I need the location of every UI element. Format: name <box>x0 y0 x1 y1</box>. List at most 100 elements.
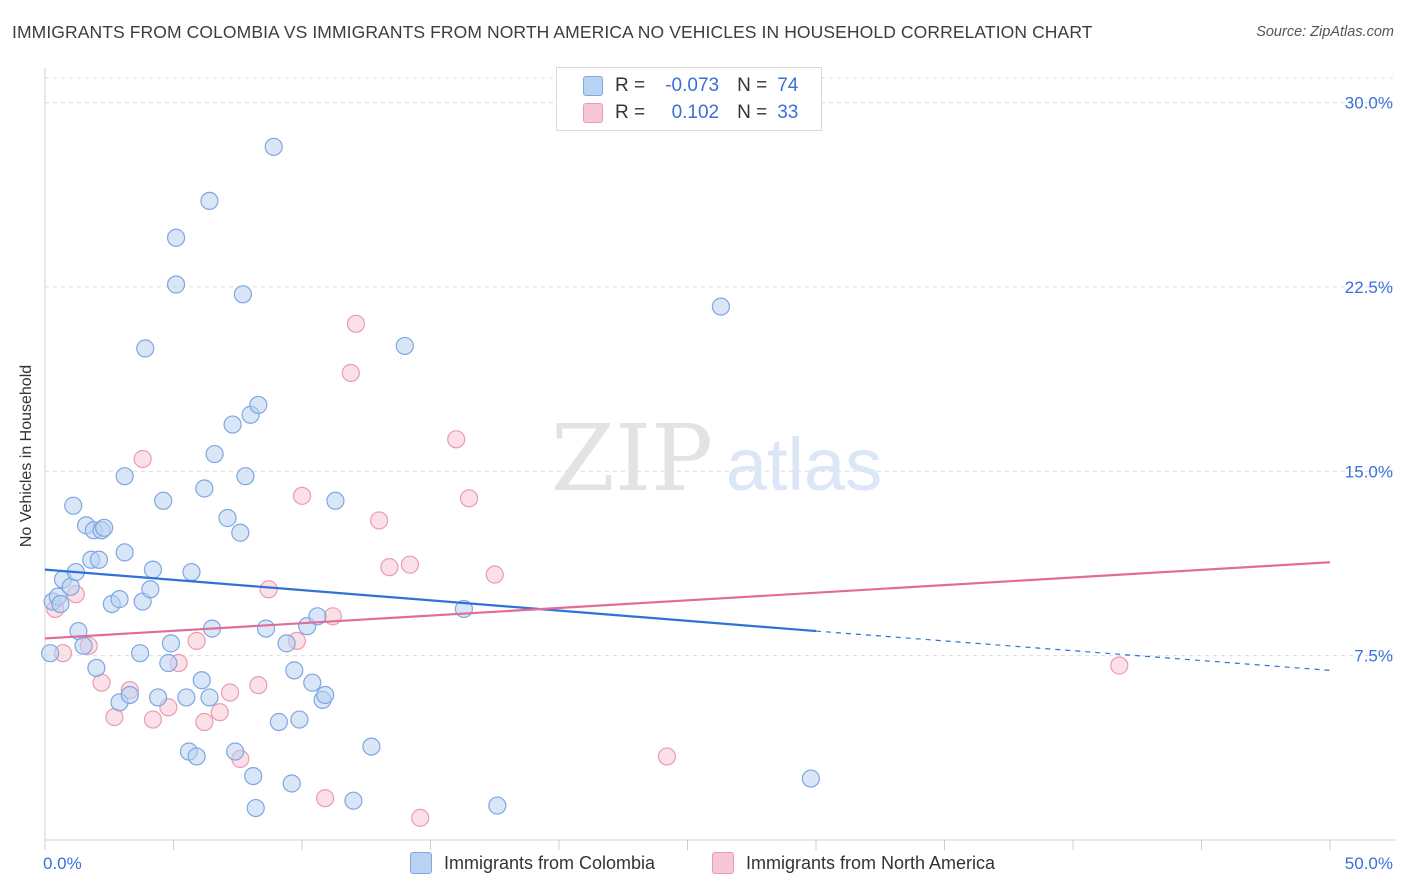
gridlines <box>45 77 1395 657</box>
colombia-point-66 <box>326 491 345 510</box>
colombia-point-56 <box>269 712 288 732</box>
colombia-point-71 <box>488 796 507 815</box>
colombia-point-63 <box>308 607 327 626</box>
bottom-legend-colombia: Immigrants from Colombia <box>410 852 655 874</box>
colombia-point-15 <box>95 518 114 537</box>
colombia-point-39 <box>195 479 214 498</box>
colombia-point-38 <box>192 671 211 690</box>
colombia-point-51 <box>244 766 263 786</box>
north-america-point-24 <box>370 511 389 530</box>
colombia-point-27 <box>143 560 163 579</box>
colombia-point-69 <box>395 336 414 356</box>
north-america-point-22 <box>341 363 360 383</box>
colombia-point-28 <box>148 688 168 707</box>
north-america-point-31 <box>657 747 677 766</box>
north-america-point-13 <box>210 703 229 722</box>
north-america-point-7 <box>133 449 152 469</box>
north-america-point-25 <box>380 558 399 577</box>
colombia-point-18 <box>110 590 129 609</box>
colombia-point-13 <box>89 550 109 569</box>
north-america-point-30 <box>485 565 504 584</box>
north-america-point-12 <box>195 712 214 732</box>
colombia-point-54 <box>256 619 276 638</box>
bottom-legend-swatch-pink <box>712 852 734 874</box>
north-america-point-29 <box>459 489 479 508</box>
legend-row-north-america: R = 0.102 N = 33 <box>583 100 798 126</box>
watermark-zip: ZIP <box>551 405 713 512</box>
north-america-point-20 <box>316 789 335 808</box>
source-label: Source: ZipAtlas.com <box>1256 24 1394 40</box>
colombia-point-19 <box>115 543 134 562</box>
y-tick-label-2: 22.5% <box>1345 278 1393 297</box>
colombia-point-33 <box>166 228 186 247</box>
north-america-point-26 <box>400 555 420 574</box>
north-america-point-32 <box>1110 656 1129 675</box>
colombia-point-34 <box>177 688 196 707</box>
series-colombia-points <box>41 137 820 818</box>
trend-line-colombia <box>44 568 817 633</box>
x-tick-label-1: 50.0% <box>1345 854 1393 873</box>
bottom-legend-label-north-america: Immigrants from North America <box>746 852 996 873</box>
y-tick-label-1: 15.0% <box>1345 462 1393 481</box>
bottom-legend-north-america: Immigrants from North America <box>712 852 995 874</box>
colombia-point-25 <box>136 339 155 358</box>
north-america-point-14 <box>220 683 240 702</box>
colombia-point-55 <box>264 137 283 156</box>
colombia-point-16 <box>87 658 106 678</box>
colombia-point-23 <box>130 644 150 663</box>
colombia-point-65 <box>316 685 335 705</box>
trend-line-colombia-extension <box>815 630 1331 671</box>
legend-n-value-colombia: 74 <box>777 75 799 96</box>
colombia-point-67 <box>344 791 363 810</box>
trend-lines <box>44 561 1331 671</box>
trend-line-north-america <box>44 561 1331 640</box>
legend-row-colombia: R = -0.073 N = 74 <box>583 73 798 99</box>
colombia-point-0 <box>41 644 60 663</box>
watermark: ZIP atlas <box>551 405 882 512</box>
colombia-point-68 <box>362 737 381 756</box>
colombia-point-59 <box>285 661 304 680</box>
colombia-point-49 <box>236 467 255 486</box>
y-tick-label-0: 7.5% <box>1354 647 1393 666</box>
north-america-point-17 <box>259 580 278 599</box>
colombia-point-32 <box>166 275 186 294</box>
colombia-point-31 <box>161 634 181 653</box>
chart-title: IMMIGRANTS FROM COLOMBIA VS IMMIGRANTS F… <box>12 22 1093 42</box>
colombia-point-44 <box>218 508 237 528</box>
colombia-point-41 <box>200 191 219 211</box>
colombia-point-30 <box>159 653 178 673</box>
colombia-point-26 <box>141 580 160 599</box>
colombia-point-57 <box>277 634 296 653</box>
colombia-point-46 <box>226 742 245 761</box>
bottom-legend-label-colombia: Immigrants from Colombia <box>444 852 656 873</box>
y-tick-label-3: 30.0% <box>1345 94 1393 113</box>
colombia-point-47 <box>231 523 250 542</box>
colombia-point-20 <box>115 467 134 486</box>
colombia-point-45 <box>223 415 242 434</box>
legend-n-value-north-america: 33 <box>777 102 799 123</box>
colombia-point-40 <box>200 688 219 707</box>
colombia-point-22 <box>120 685 139 705</box>
legend-r-value-colombia: -0.073 <box>665 75 720 96</box>
colombia-point-52 <box>246 798 265 818</box>
y-axis-label: No Vehicles in Household <box>18 364 35 548</box>
series-north-america-points <box>46 314 1129 827</box>
colombia-point-72 <box>711 297 731 316</box>
colombia-point-29 <box>154 491 173 510</box>
legend-r-label: R = <box>615 75 646 96</box>
legend-r-value-north-america: 0.102 <box>671 102 720 123</box>
legend-n-label: N = <box>737 75 768 96</box>
colombia-point-48 <box>233 285 252 304</box>
colombia-point-9 <box>74 636 93 655</box>
axes <box>44 68 1395 850</box>
north-america-point-8 <box>143 710 163 729</box>
legend-swatch-pink <box>583 103 603 123</box>
north-america-point-27 <box>411 808 430 827</box>
tick-labels: 7.5% 15.0% 22.5% 30.0% 0.0% 50.0% <box>43 94 1393 873</box>
watermark-atlas: atlas <box>726 423 882 506</box>
north-america-point-23 <box>346 314 366 333</box>
north-america-point-16 <box>249 676 268 695</box>
colombia-point-58 <box>282 774 301 793</box>
colombia-point-60 <box>290 710 309 729</box>
